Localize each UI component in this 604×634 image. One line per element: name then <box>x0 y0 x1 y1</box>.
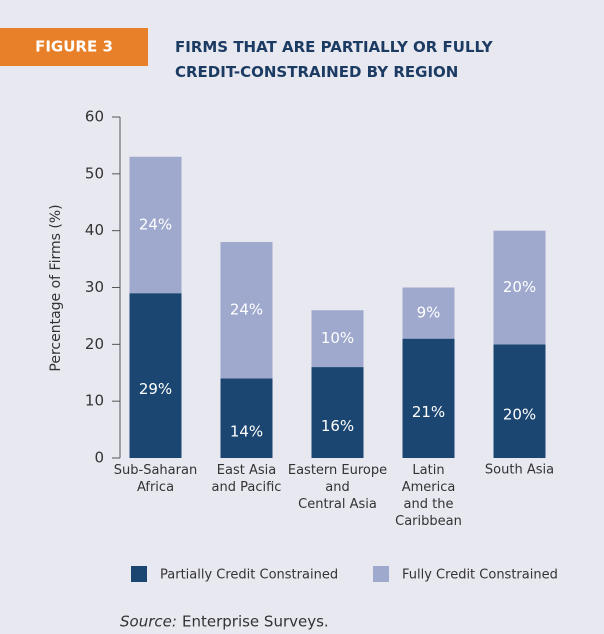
figure-label: FIGURE 3 <box>35 38 113 56</box>
bar-segment <box>402 338 455 458</box>
bar-segment <box>493 344 546 458</box>
x-tick-label: Latin America and the Caribbean <box>395 463 462 529</box>
y-tick-label: 10 <box>85 392 104 410</box>
data-label: 20% <box>503 278 536 296</box>
x-tick-label: Eastern Europe and Central Asia <box>288 463 387 512</box>
y-tick-label: 50 <box>85 164 104 182</box>
bar-segment <box>311 310 364 368</box>
bar-segment <box>311 367 364 458</box>
bar-segment <box>493 230 546 345</box>
figure-badge <box>0 28 148 66</box>
source-label: Source: <box>120 613 177 631</box>
data-label: 24% <box>139 215 172 233</box>
y-tick-label: 0 <box>94 449 104 467</box>
y-tick-label: 20 <box>85 335 104 353</box>
y-tick-label: 40 <box>85 221 104 239</box>
x-tick-label: South Asia <box>485 463 554 478</box>
y-tick-label: 30 <box>85 278 104 296</box>
chart-title: FIRMS THAT ARE PARTIALLY OR FULLY CREDIT-… <box>175 38 494 81</box>
data-label: 29% <box>139 380 172 398</box>
legend-label: Partially Credit Constrained <box>160 568 338 583</box>
data-label: 21% <box>412 403 445 421</box>
legend-label: Fully Credit Constrained <box>402 568 558 583</box>
data-label: 14% <box>230 423 263 441</box>
data-label: 10% <box>321 329 354 347</box>
y-tick-label: 60 <box>85 108 104 126</box>
data-label: 24% <box>230 301 263 319</box>
y-axis-label: Percentage of Firms (%) <box>48 204 64 371</box>
data-label: 16% <box>321 417 354 435</box>
bar-segment <box>129 156 182 294</box>
bar-segment <box>402 287 455 339</box>
legend-swatch <box>373 566 389 582</box>
bar-segment <box>129 293 182 458</box>
x-tick-label: Sub-Saharan Africa <box>114 463 197 495</box>
data-label: 9% <box>417 304 441 322</box>
legend-swatch <box>131 566 147 582</box>
bar-segment <box>220 242 273 379</box>
data-label: 20% <box>503 406 536 424</box>
bar-segment <box>220 378 273 458</box>
x-tick-label: East Asia and Pacific <box>212 463 282 495</box>
source: Enterprise Surveys. <box>182 613 329 631</box>
